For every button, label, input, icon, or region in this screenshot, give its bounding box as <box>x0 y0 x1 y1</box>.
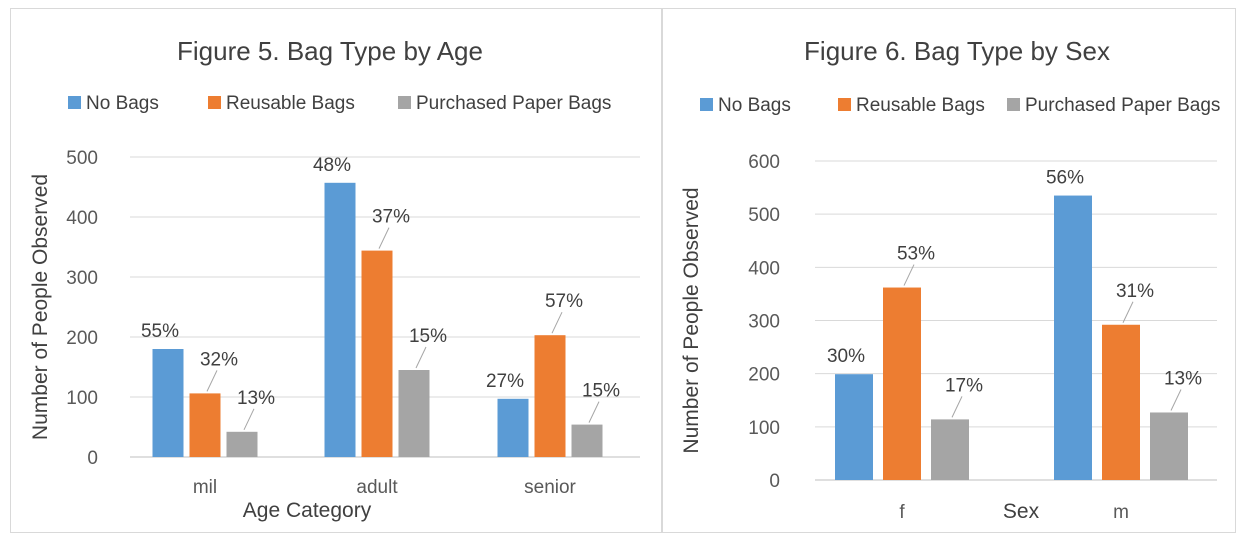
age-legend-label-1: Reusable Bags <box>226 93 355 114</box>
sex-bar-m-1 <box>1102 324 1140 480</box>
age-legend-swatch-2 <box>398 96 411 109</box>
sex-ytick-label-500: 500 <box>748 205 780 226</box>
age-ytick-label-0: 0 <box>87 448 98 469</box>
sex-ytick-label-100: 100 <box>748 418 780 439</box>
sex-legend-swatch-1 <box>838 98 851 111</box>
sex-legend-label-1: Reusable Bags <box>856 95 985 116</box>
sex-bar-f-1 <box>883 287 921 480</box>
age-ytick-label-100: 100 <box>66 388 98 409</box>
sex-legend-label-2: Purchased Paper Bags <box>1025 95 1220 116</box>
sex-ytick-label-400: 400 <box>748 258 780 279</box>
age-bar-adult-1 <box>361 250 393 457</box>
sex-y-axis-title: Number of People Observed <box>680 187 703 453</box>
age-bar-senior-2 <box>571 424 603 457</box>
age-data-label-senior-0: 27% <box>486 371 524 392</box>
age-ytick-label-400: 400 <box>66 208 98 229</box>
age-bar-senior-1 <box>534 335 566 457</box>
age-y-axis-title: Number of People Observed <box>29 174 52 440</box>
sex-leader-m-1 <box>1122 301 1134 323</box>
age-ytick-label-500: 500 <box>66 148 98 169</box>
sex-data-label-f-0: 30% <box>827 346 865 367</box>
age-data-label-adult-1: 37% <box>372 207 410 228</box>
age-category-label-adult: adult <box>356 477 398 498</box>
sex-ytick-label-600: 600 <box>748 152 780 173</box>
age-data-label-adult-2: 15% <box>409 326 447 347</box>
chart-age: Figure 5. Bag Type by Age No Bags Reusable… <box>29 36 640 522</box>
age-category-label-mil: mil <box>193 477 217 498</box>
chart-sex: Figure 6. Bag Type by Sex No Bags Reusable… <box>680 36 1220 523</box>
sex-x-axis-title: Sex <box>1003 500 1040 523</box>
sex-leader-f-1 <box>903 264 915 286</box>
sex-legend-label-0: No Bags <box>718 95 791 116</box>
sex-data-label-m-2: 13% <box>1164 368 1202 389</box>
sex-ytick-label-200: 200 <box>748 365 780 386</box>
sex-legend-swatch-0 <box>700 98 713 111</box>
age-data-label-mil-2: 13% <box>237 388 275 409</box>
sex-legend-swatch-2 <box>1007 98 1020 111</box>
sex-bar-m-0 <box>1054 195 1092 480</box>
age-ytick-label-300: 300 <box>66 268 98 289</box>
sex-data-label-m-0: 56% <box>1046 168 1084 189</box>
age-ytick-label-200: 200 <box>66 328 98 349</box>
age-leader-mil-1 <box>206 370 218 392</box>
sex-bar-f-2 <box>931 419 969 480</box>
age-category-label-senior: senior <box>524 477 576 498</box>
age-legend-swatch-1 <box>208 96 221 109</box>
age-bar-adult-0 <box>324 182 356 458</box>
sex-bar-m-2 <box>1150 412 1188 480</box>
sex-ytick-label-0: 0 <box>769 471 780 492</box>
age-data-label-mil-0: 55% <box>141 321 179 342</box>
age-bar-adult-2 <box>398 370 430 457</box>
age-x-axis-title: Age Category <box>243 499 372 522</box>
age-legend-label-0: No Bags <box>86 93 159 114</box>
sex-chart-title: Figure 6. Bag Type by Sex <box>804 36 1110 66</box>
sex-category-label-m: m <box>1113 502 1129 523</box>
age-leader-adult-1 <box>378 227 390 249</box>
age-chart-title: Figure 5. Bag Type by Age <box>177 36 483 66</box>
age-bar-mil-0 <box>152 349 184 457</box>
sex-data-label-m-1: 31% <box>1116 281 1154 302</box>
age-leader-senior-1 <box>551 311 563 334</box>
sex-data-label-f-1: 53% <box>897 244 935 265</box>
sex-ytick-label-300: 300 <box>748 312 780 333</box>
sex-category-label-f: f <box>899 502 905 523</box>
age-bar-mil-1 <box>189 393 221 457</box>
age-data-label-senior-2: 15% <box>582 381 620 402</box>
age-legend-label-2: Purchased Paper Bags <box>416 93 611 114</box>
age-leader-adult-2 <box>415 346 427 369</box>
age-legend-swatch-0 <box>68 96 81 109</box>
age-leader-senior-2 <box>588 401 600 423</box>
sex-data-label-f-2: 17% <box>945 375 983 396</box>
age-bar-senior-0 <box>497 398 529 457</box>
age-data-label-adult-0: 48% <box>313 155 351 176</box>
sex-leader-m-2 <box>1170 389 1182 411</box>
sex-leader-f-2 <box>951 396 963 418</box>
age-data-label-senior-1: 57% <box>545 291 583 312</box>
age-bar-mil-2 <box>226 431 258 457</box>
sex-bar-f-0 <box>835 374 873 480</box>
age-leader-mil-2 <box>243 408 255 431</box>
age-data-label-mil-1: 32% <box>200 349 238 370</box>
